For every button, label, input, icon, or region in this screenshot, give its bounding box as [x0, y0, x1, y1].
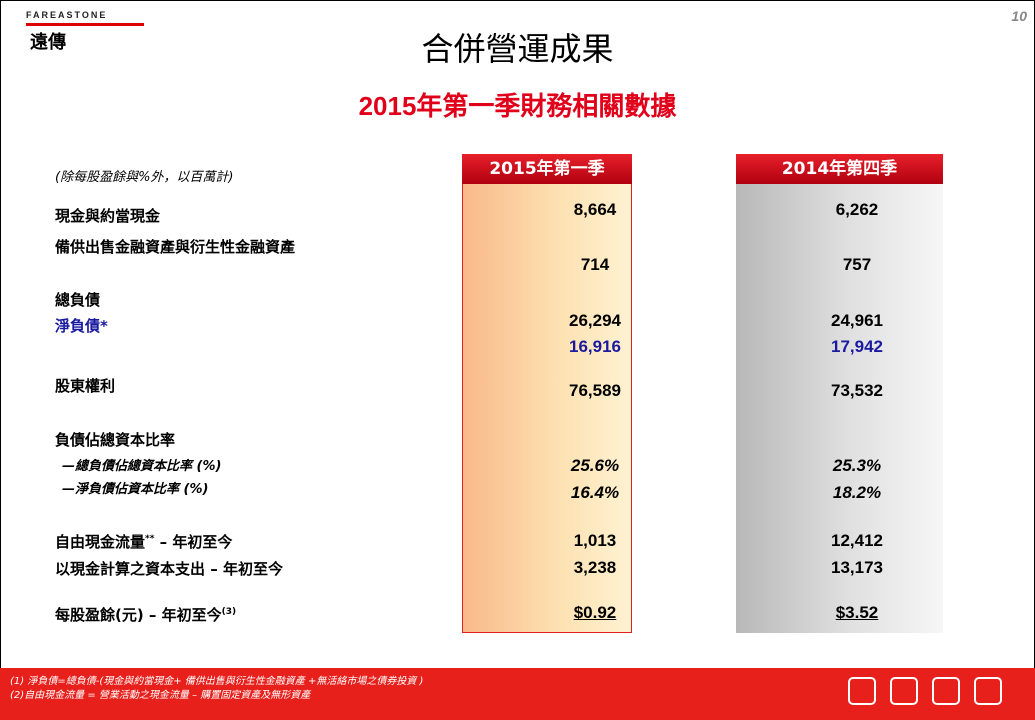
row-label: —總負債佔總資本比率 (%) [62, 455, 221, 474]
column-bg-1 [462, 183, 632, 633]
row-value: 18.2% [832, 483, 882, 502]
row-value: 714 [580, 255, 610, 274]
footer-note: (2)自由現金流量 = 營業活動之現金流量 – 購置固定資產及無形資產 [10, 690, 311, 701]
row-label-sup: ** [145, 534, 155, 544]
row-label-sup: (3) [221, 607, 237, 617]
icon-film [932, 677, 960, 705]
subtitle: 2015年第一季財務相關數據 [0, 86, 1035, 123]
row-label-text: —淨負債佔資本比率 (%) [62, 482, 209, 497]
row-value: 76,589 [569, 381, 621, 400]
row-value: 25.3% [832, 456, 882, 475]
subtitle-text: 年第一季財務相關數據 [416, 92, 677, 122]
icon-globe [974, 677, 1002, 705]
row-value: 8,664 [573, 200, 617, 219]
row-label: 以現金計算之資本支出 – 年初至今 [55, 558, 283, 579]
row-label: 股東權利 [55, 375, 115, 396]
row-value: 757 [842, 255, 872, 274]
row-label-text: 自由現金流量 [55, 533, 146, 551]
row-label-text: 以現金計算之資本支出 – 年初至今 [55, 560, 283, 578]
row-value: 24,961 [831, 311, 883, 330]
footer-notes: (1) 淨負債=總負債-(現金與約當現金+ 備供出售與衍生性金融資產 +無活絡市… [10, 675, 423, 703]
row-label: —淨負債佔資本比率 (%) [62, 478, 208, 497]
row-label: 每股盈餘(元) – 年初至今(3) [55, 604, 236, 625]
row-label-text: 備供出售金融資產與衍生性金融資產 [55, 238, 296, 256]
row-label: 備供出售金融資產與衍生性金融資產 [55, 236, 295, 257]
row-value: 26,294 [569, 311, 621, 330]
row-label-text: 總負債 [55, 291, 101, 309]
row-label-text: 淨負債* [55, 317, 108, 335]
row-label-suffix: – 年初至今 [154, 533, 233, 551]
row-label-text: 現金與約當現金 [55, 207, 161, 225]
logo-zh: 遠傳 [30, 32, 66, 53]
row-label: 負債佔總資本比率 [55, 429, 175, 450]
row-value: 25.6% [570, 456, 620, 475]
row-value: $3.52 [835, 603, 879, 622]
row-value: 1,013 [573, 531, 617, 550]
column-header: 2014年第四季 [736, 154, 943, 184]
logo-swoosh [26, 23, 144, 26]
row-label-text: —總負債佔總資本比率 (%) [62, 459, 222, 474]
row-value: 12,412 [831, 531, 883, 550]
row-value: 3,238 [573, 558, 617, 577]
row-value: 17,942 [831, 337, 883, 356]
footer-icons [848, 677, 1028, 709]
row-label: 淨負債* [55, 315, 108, 336]
footer-bar [0, 668, 1035, 720]
icon-phone [848, 677, 876, 705]
title: 合併營運成果 [421, 30, 614, 68]
row-label-text: 每股盈餘(元) – 年初至今 [55, 606, 222, 624]
icon-broadband [890, 677, 918, 705]
row-label-text: 股東權利 [55, 377, 116, 395]
subtitle-year: 2015 [358, 91, 417, 121]
row-value: 16.4% [570, 483, 620, 502]
page-number: 10 [1011, 8, 1027, 24]
row-value: 73,532 [831, 381, 883, 400]
row-value: 16,916 [569, 337, 621, 356]
logo-en: FAREASTONE [26, 10, 108, 20]
row-value: 13,173 [831, 558, 883, 577]
column-header: 2015年第一季 [462, 154, 632, 184]
row-value: 6,262 [835, 200, 879, 219]
row-label: 總負債 [55, 289, 100, 310]
row-value: $0.92 [573, 603, 617, 622]
column-bg-2 [736, 183, 943, 633]
row-label: 現金與約當現金 [55, 205, 160, 226]
footer-note: (1) 淨負債=總負債-(現金與約當現金+ 備供出售與衍生性金融資產 +無活絡市… [10, 676, 424, 687]
unit-note: (除每股盈餘與%外，以百萬計) [55, 170, 234, 185]
row-label: 自由現金流量** – 年初至今 [55, 531, 232, 552]
row-label-text: 負債佔總資本比率 [55, 431, 176, 449]
